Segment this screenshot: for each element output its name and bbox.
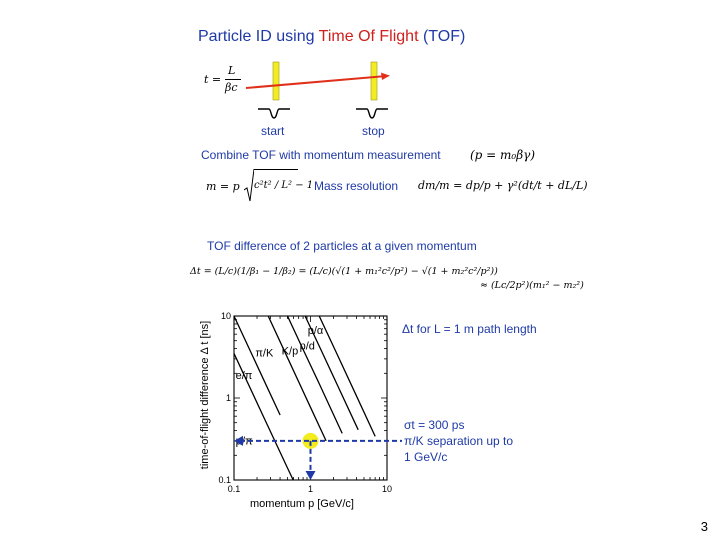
mass-formula-lhs: m = p: [206, 180, 240, 193]
arrow-down-icon: [305, 471, 316, 480]
arrow-left-icon: [234, 435, 243, 446]
series-line: [234, 316, 281, 416]
momentum-heading: Combine TOF with momentum measurement: [201, 148, 441, 162]
y-tick-label: 10: [221, 311, 231, 321]
series-label: e/π: [236, 370, 253, 382]
title-part2: Time Of Flight: [318, 28, 419, 45]
mass-formula: m = p c²t² / L² − 1: [206, 168, 313, 204]
tof-formula-num: L: [228, 64, 236, 77]
note-separation-1: π/K separation up to: [404, 434, 514, 448]
mass-resolution-formula: dm/m = dp/p + γ²(dt/t + dL/L): [418, 179, 588, 192]
sqrt-sign: [244, 168, 254, 202]
series-line: [286, 316, 343, 434]
track-arrowhead: [381, 72, 390, 80]
y-tick-label: 1: [226, 393, 231, 403]
note-sigma: σt = 300 ps: [404, 418, 465, 432]
tof-schematic: [245, 61, 390, 119]
slide-title: Particle ID using Time Of Flight (TOF): [198, 28, 465, 46]
y-tick-label: 0.1: [218, 475, 231, 485]
tof-formula: t = L βc: [204, 64, 244, 100]
title-part3: (TOF): [418, 28, 466, 45]
sqrt-overline: [254, 169, 298, 170]
start-label: start: [261, 124, 285, 138]
series-line: [234, 353, 294, 480]
difference-heading: TOF difference of 2 particles at a given…: [207, 239, 477, 253]
series-line: [267, 316, 327, 442]
difference-formula: Δt = (L/c)(1/β₁ − 1/β₂) = (L/c)(√(1 + m₁…: [190, 266, 498, 277]
page-number: 3: [700, 519, 708, 534]
stop-label: stop: [362, 124, 385, 138]
p-relation: (p = m₀βγ): [470, 148, 536, 162]
x-axis-label: momentum p [GeV/c]: [250, 498, 354, 510]
title-part1: Particle ID using: [198, 28, 319, 45]
series-group: [234, 316, 376, 480]
x-tick-label: 1: [308, 484, 313, 494]
tof-formula-den: βc: [225, 81, 238, 94]
mass-formula-sqrt: c²t² / L² − 1: [254, 180, 314, 191]
particle-track: [245, 75, 387, 89]
series-line: [318, 316, 376, 437]
axis-ticks: 0.1 1 10 0.1 1 10: [218, 311, 392, 494]
x-tick-label: 0.1: [228, 484, 241, 494]
x-tick-label: 10: [382, 484, 392, 494]
stop-counter: [370, 61, 378, 101]
tof-formula-lhs: t =: [204, 73, 222, 86]
start-pulse: [258, 108, 290, 119]
operating-point-overlay: [234, 432, 402, 480]
mass-resolution-label: Mass resolution: [314, 179, 399, 193]
series-label: p/α: [308, 325, 324, 337]
stop-pulse: [356, 108, 388, 119]
y-axis-label-text: time-of-flight difference Δ t [ns]: [199, 320, 211, 470]
note-path-length: Δt for L = 1 m path length: [402, 322, 537, 336]
series-label: π/K: [255, 348, 274, 360]
operating-point-marker: [302, 432, 319, 449]
series-label: K/p: [282, 345, 299, 357]
tof-formula-bar: [225, 79, 241, 80]
start-counter: [272, 61, 280, 101]
series-line: [304, 316, 359, 431]
series-label: p/d: [300, 341, 315, 353]
series-labels: e/πμ/ππ/KK/pp/dp/α: [236, 325, 324, 447]
difference-formula-approx: ≈ (Lc/2p²)(m₁² − m₂²): [480, 280, 584, 291]
y-axis-label: time-of-flight difference Δ t [ns]: [199, 297, 213, 493]
note-separation-2: 1 GeV/c: [404, 450, 448, 464]
